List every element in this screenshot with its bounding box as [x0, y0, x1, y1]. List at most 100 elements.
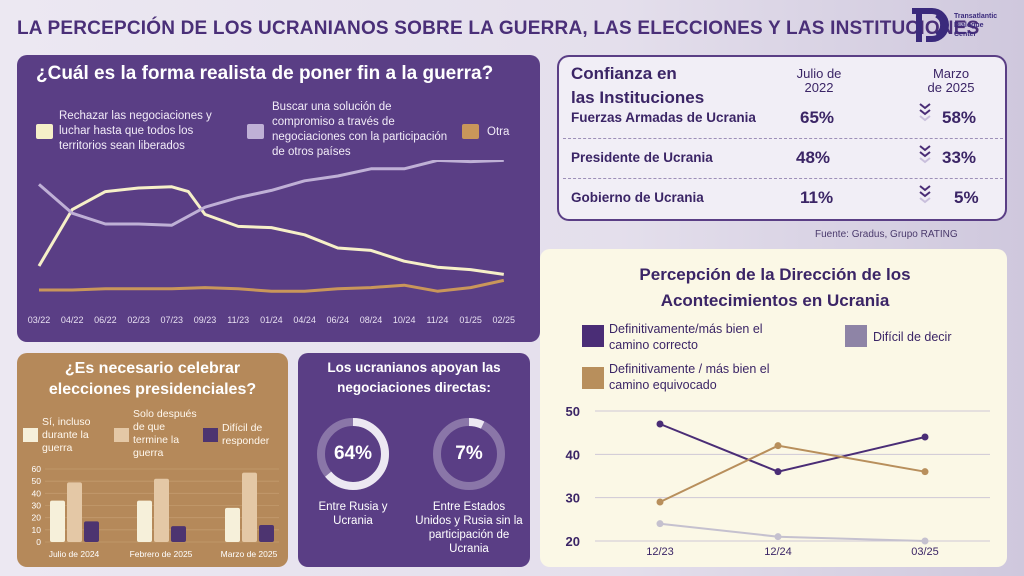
logo-mark-icon: [912, 8, 949, 42]
ring-label-russia-ukraine: Entre Rusia y Ucrania: [305, 500, 401, 528]
trust-col-2022-line1: Julio de: [796, 66, 842, 81]
bar: [137, 500, 152, 542]
direction-title-line1: Percepción de la Dirección de los: [639, 265, 911, 284]
data-point: [921, 537, 929, 545]
legend-label-right-path: Definitivamente/más bien el camino corre…: [609, 321, 763, 353]
trust-col-2022: Julio de 2022: [780, 67, 858, 95]
data-point: [921, 433, 929, 441]
negotiations-title-line2: negociaciones directas:: [337, 380, 491, 395]
x-tick-label: 10/24: [393, 315, 416, 325]
page-title: LA PERCEPCIÓN DE LOS UCRANIANOS SOBRE LA…: [17, 18, 980, 39]
chevron-down-icon: [919, 145, 931, 152]
bar: [67, 482, 82, 542]
trust-title-2: las Instituciones: [571, 88, 705, 107]
war-end-panel: [17, 55, 540, 342]
chevron-down-icon: [919, 109, 931, 116]
x-tick-label: 09/23: [194, 315, 217, 325]
chevron-down-icon: [919, 151, 931, 158]
trust-title-1: Confianza en: [571, 64, 677, 83]
x-tick-label: 04/22: [61, 315, 84, 325]
bar: [242, 472, 257, 542]
legend-label-reject: Rechazar las negociaciones y luchar hast…: [59, 110, 212, 152]
decline-chevrons-icon: [919, 103, 931, 204]
y-tick-label: 40: [566, 447, 580, 462]
data-point: [774, 468, 782, 476]
legend-wrong-line2: camino equivocado: [609, 378, 717, 392]
negotiations-panel: [298, 353, 530, 567]
trust-row-name: Gobierno de Ucrania: [571, 190, 704, 205]
legend-wrong-line1: Definitivamente / más bien el: [609, 362, 770, 376]
trust-col-2025-line2: de 2025: [927, 80, 975, 95]
x-tick-label: 06/22: [94, 315, 117, 325]
logo-line-1: Transatlantic: [954, 13, 998, 20]
data-point: [656, 520, 664, 528]
direction-title: Percepción de la Dirección de los Aconte…: [560, 262, 990, 314]
ring-label-us-russia: Entre Estados Unidos y Rusia sin la part…: [404, 500, 534, 556]
ring-label-line: participación de: [428, 529, 510, 541]
bar: [171, 526, 186, 542]
logo-line-3: Center: [954, 31, 977, 38]
legend-yes-line: Sí, incluso: [42, 416, 91, 428]
trust-row-2025: 58%: [942, 108, 977, 127]
negotiations-title-line1: Los ucranianos apoyan las: [327, 360, 501, 375]
x-tick-label: 07/23: [161, 315, 184, 325]
ring-label-line: Ucrania: [333, 515, 373, 527]
ring-label-line: Entre Rusia y: [318, 501, 388, 513]
x-tick-label: 01/24: [260, 315, 283, 325]
x-tick-label: 12/23: [646, 546, 674, 558]
x-tick-label: 02/25: [493, 315, 516, 325]
data-point: [921, 468, 929, 476]
legend-label-other: Otra: [487, 126, 510, 138]
legend-swatch-reject: [36, 124, 53, 139]
legend-swatch-after-war: [114, 428, 129, 442]
legend-label-yes: Sí, incluso durante la guerra: [42, 416, 90, 455]
series-line-2: [39, 278, 505, 293]
x-tick-label: 01/25: [459, 315, 482, 325]
legend-label-wrong-path: Definitivamente / más bien el camino equ…: [609, 361, 770, 393]
trust-col-2022-line2: 2022: [804, 80, 834, 95]
y-tick-label: 40: [32, 488, 42, 498]
logo-line-2: Dialogue: [954, 22, 984, 29]
trust-separator: [563, 178, 1003, 179]
trust-row-2022: 48%: [796, 148, 831, 167]
legend-label-compromise: Buscar una solución de compromiso a trav…: [272, 101, 448, 158]
data-point: [774, 533, 782, 541]
legend-swatch-wrong-path: [582, 367, 604, 389]
legend-swatch-hard-to-say: [845, 325, 867, 347]
legend-after-line: Solo después: [133, 408, 197, 420]
trust-row-2025: 33%: [942, 148, 977, 167]
chevron-down-icon: [919, 191, 931, 198]
legend-right-line2: camino correcto: [609, 338, 698, 352]
legend-swatch-other: [462, 124, 479, 139]
legend-right-line1: Definitivamente/más bien el: [609, 322, 763, 336]
legend-after-line: guerra: [133, 447, 164, 459]
y-tick-label: 50: [566, 404, 580, 419]
data-point: [656, 420, 664, 428]
direction-line-chart: 20 30 40 50 12/23 12/24 03/25: [566, 404, 990, 558]
x-tick-label: 06/24: [327, 315, 350, 325]
y-tick-label: 20: [566, 534, 580, 549]
trust-row-name: Fuerzas Armadas de Ucrania: [571, 110, 756, 125]
y-tick-label: 50: [32, 476, 42, 486]
legend-hard-line: Difícil de: [222, 422, 263, 434]
ring-arc: [433, 418, 505, 490]
negotiations-title: Los ucranianos apoyan las negociaciones …: [302, 358, 526, 398]
x-tick-label: 04/24: [293, 315, 316, 325]
ring-label-line: Ucrania: [449, 543, 489, 555]
x-tick-label: 03/25: [911, 546, 939, 558]
legend-swatch-right-path: [582, 325, 604, 347]
y-tick-label: 30: [566, 491, 580, 506]
x-tick-label: 11/24: [426, 315, 448, 325]
logo: Transatlantic Dialogue Center: [910, 6, 1016, 50]
x-tick-label: 12/24: [764, 546, 792, 558]
chevron-down-icon: [919, 103, 931, 110]
war-chart-title: ¿Cuál es la forma realista de poner fin …: [36, 63, 494, 84]
direction-title-line2: Acontecimientos en Ucrania: [660, 291, 890, 310]
x-tick-label: Julio de 2024: [49, 549, 100, 559]
trust-row-name: Presidente de Ucrania: [571, 150, 713, 165]
legend-swatch-hard-to-answer: [203, 428, 218, 442]
legend-yes-line: durante la: [42, 429, 89, 441]
bar: [154, 478, 169, 542]
data-point: [774, 442, 782, 450]
ring-label-line: Entre Estados: [432, 501, 506, 513]
